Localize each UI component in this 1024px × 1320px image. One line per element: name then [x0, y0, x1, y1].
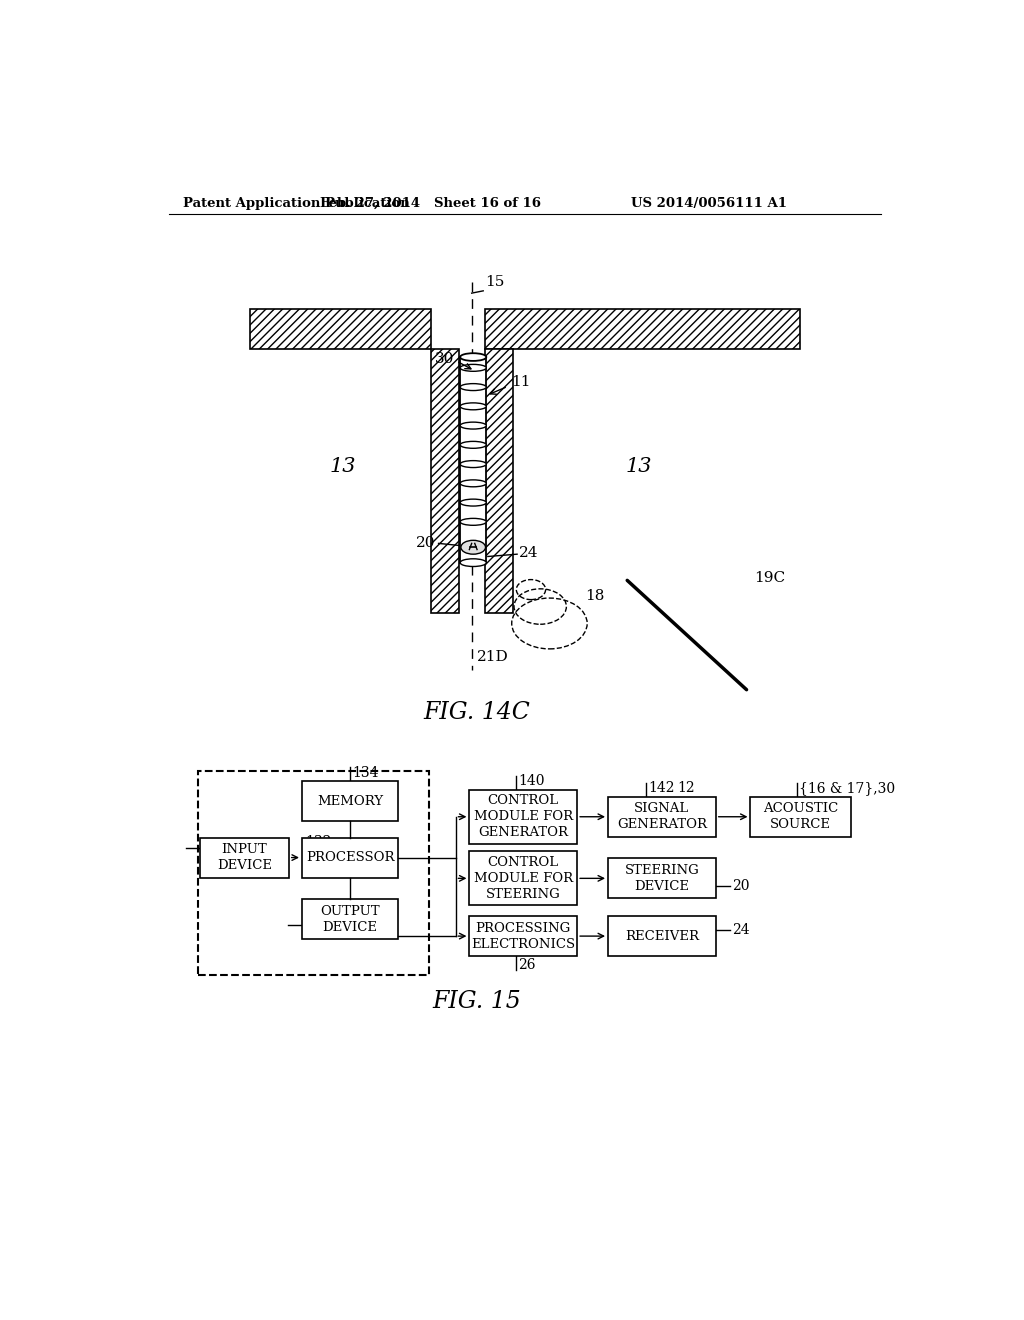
Text: 21D: 21D [477, 651, 509, 664]
Text: FIG. 15: FIG. 15 [433, 990, 521, 1012]
Text: 18: 18 [585, 589, 604, 603]
Text: CONTROL
MODULE FOR
GENERATOR: CONTROL MODULE FOR GENERATOR [474, 795, 572, 840]
Ellipse shape [460, 364, 486, 371]
Text: MEMORY: MEMORY [317, 795, 383, 808]
Text: 26: 26 [518, 957, 536, 972]
Text: 30: 30 [435, 351, 455, 366]
Text: 132: 132 [306, 836, 332, 849]
FancyBboxPatch shape [302, 899, 398, 940]
Text: 12: 12 [677, 781, 695, 796]
Polygon shape [460, 358, 486, 562]
Text: STEERING
DEVICE: STEERING DEVICE [625, 863, 699, 892]
Text: 136: 136 [203, 841, 229, 855]
FancyBboxPatch shape [608, 916, 716, 956]
Text: 15: 15 [484, 276, 504, 289]
Ellipse shape [460, 403, 486, 409]
Text: 142: 142 [649, 781, 675, 796]
Ellipse shape [460, 384, 486, 391]
Ellipse shape [460, 422, 486, 429]
Polygon shape [431, 350, 460, 612]
Text: CONTROL
MODULE FOR
STEERING: CONTROL MODULE FOR STEERING [474, 855, 572, 900]
Ellipse shape [460, 558, 486, 566]
FancyBboxPatch shape [751, 797, 851, 837]
Polygon shape [484, 350, 513, 612]
Text: 13: 13 [329, 457, 355, 477]
Text: US 2014/0056111 A1: US 2014/0056111 A1 [631, 197, 787, 210]
Text: ACOUSTIC
SOURCE: ACOUSTIC SOURCE [763, 803, 838, 832]
Text: 11: 11 [511, 375, 530, 389]
Text: PROCESSOR: PROCESSOR [306, 851, 394, 865]
FancyBboxPatch shape [201, 838, 289, 878]
Ellipse shape [460, 519, 486, 525]
Text: {16 & 17},30: {16 & 17},30 [799, 781, 895, 796]
FancyBboxPatch shape [302, 838, 398, 878]
Text: INPUT
DEVICE: INPUT DEVICE [217, 843, 272, 873]
FancyBboxPatch shape [469, 916, 578, 956]
Text: 134: 134 [352, 766, 379, 780]
Ellipse shape [460, 354, 486, 360]
Ellipse shape [460, 441, 486, 449]
Polygon shape [250, 309, 431, 350]
Ellipse shape [460, 499, 486, 506]
Text: 20: 20 [416, 536, 435, 550]
FancyBboxPatch shape [608, 797, 716, 837]
Ellipse shape [461, 540, 485, 554]
FancyBboxPatch shape [469, 851, 578, 906]
Text: Feb. 27, 2014   Sheet 16 of 16: Feb. 27, 2014 Sheet 16 of 16 [321, 197, 542, 210]
Text: 138: 138 [304, 919, 331, 932]
Text: FIG. 14C: FIG. 14C [424, 701, 530, 725]
Text: 20: 20 [732, 879, 750, 894]
Ellipse shape [460, 480, 486, 487]
Ellipse shape [460, 461, 486, 467]
FancyBboxPatch shape [608, 858, 716, 899]
Text: 24: 24 [519, 545, 539, 560]
Text: PROCESSING
ELECTRONICS: PROCESSING ELECTRONICS [471, 921, 575, 950]
FancyBboxPatch shape [302, 781, 398, 821]
Polygon shape [484, 309, 801, 350]
Text: OUTPUT
DEVICE: OUTPUT DEVICE [321, 904, 380, 933]
Text: 13: 13 [626, 457, 652, 477]
FancyBboxPatch shape [469, 789, 578, 843]
Text: RECEIVER: RECEIVER [625, 929, 698, 942]
Text: 19C: 19C [755, 572, 785, 585]
Text: SIGNAL
GENERATOR: SIGNAL GENERATOR [616, 803, 707, 832]
Text: Patent Application Publication: Patent Application Publication [183, 197, 410, 210]
Text: 24: 24 [732, 923, 750, 937]
Text: 140: 140 [518, 775, 545, 788]
